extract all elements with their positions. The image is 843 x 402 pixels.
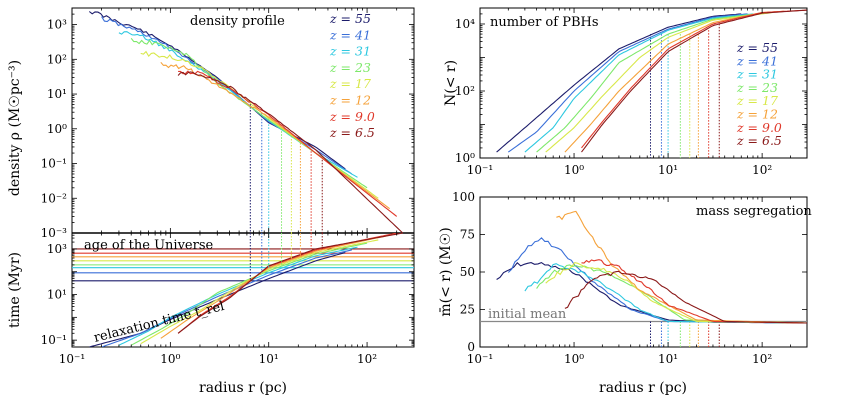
x-tick-label: 10¹ [259,352,279,366]
legend-entry: z = 41 [736,53,778,68]
legend-entry: z = 23 [736,80,778,95]
y-tick-label: 10² [47,52,67,66]
mass-series-line [536,264,807,324]
y-tick-label: 10⁴ [455,17,475,31]
density-series-line [177,71,404,233]
legend-entry: z = 6.5 [329,125,375,140]
x-tick-label: 10¹ [658,163,678,177]
number-series-line [536,12,763,153]
number-series-line [524,13,754,153]
mass-series-line [524,263,807,324]
initial-mean-annotation: initial mean [488,307,567,322]
legend-entry: z = 12 [736,107,778,122]
legend-entry: z = 9.0 [329,109,375,124]
legend-entry: z = 31 [736,67,778,82]
number-ylabel: N(< r) [443,60,459,106]
relax-annotation: relaxation time t_rel [92,299,226,346]
y-tick-label: 10³ [47,242,67,256]
right-xlabel: radius r (pc) [599,380,687,396]
mass-series-line [581,259,807,324]
legend-entry: z = 12 [329,93,371,108]
x-tick-label: 10⁰ [160,352,180,366]
mass-series-line [564,270,807,324]
number-frame [479,7,808,159]
legend-entry: z = 55 [736,40,778,55]
y-tick-label: 10² [455,84,475,98]
number-series-line [581,9,807,149]
y-tick-label: 50 [460,265,475,279]
legend-entry: z = 41 [329,27,371,42]
y-tick-label: 10³ [47,18,67,32]
y-tick-label: 10⁰ [455,151,475,165]
y-tick-label: 100 [452,190,475,204]
legend-entry: z = 31 [329,44,371,59]
density-series-line [101,16,353,175]
x-tick-label: 10⁻¹ [467,163,493,177]
y-tick-label: 10⁰ [47,122,67,136]
left-xlabel: radius r (pc) [199,380,287,396]
x-tick-label: 10⁻¹ [59,352,85,366]
y-tick-label: 10⁻¹ [41,157,67,171]
density-series-line [160,61,391,210]
age-annotation: age of the Universe [84,238,214,253]
mass-series-line [556,210,807,324]
x-tick-label: 10⁰ [564,352,584,366]
legend-entry: z = 6.5 [736,133,782,148]
density-series-line [178,70,398,217]
x-tick-label: 10⁻¹ [467,352,493,366]
y-tick-label: 75 [460,228,475,242]
density-legend: z = 55z = 41z = 31z = 23z = 17z = 12z = … [329,11,375,140]
legend-entry: z = 9.0 [736,120,782,135]
number-legend: z = 55z = 41z = 31z = 23z = 17z = 12z = … [736,40,782,148]
number-series-line [581,9,807,153]
number-series-line [507,13,748,153]
legend-entry: z = 17 [736,93,778,108]
density-title: density profile [190,14,285,29]
x-tick-label: 10² [357,352,377,366]
y-tick-label: 10⁻¹ [41,333,67,347]
y-tick-label: 10¹ [47,87,67,101]
mass-frame [479,196,808,348]
y-tick-label: 10¹ [47,288,67,302]
x-tick-label: 10² [752,352,772,366]
relaxation-series-line [177,233,403,334]
time-ylabel: time (Myr) [7,252,23,328]
number-series-line [496,13,742,153]
y-tick-label: 0 [467,340,475,354]
x-tick-label: 10¹ [658,352,678,366]
y-tick-label: 25 [460,303,475,317]
number-series-line [545,11,773,153]
number-title: number of PBHs [490,15,599,30]
density-ylabel: density ρ (M☉pc⁻³) [7,60,23,196]
mass-ylabel: m̄(< r) (M☉) [438,227,454,316]
legend-entry: z = 55 [329,11,371,26]
mass-title: mass segregation [696,204,812,219]
relaxation-series-line [130,242,368,346]
x-tick-label: 10² [752,163,772,177]
y-tick-label: 10⁻² [41,191,68,205]
legend-entry: z = 17 [329,76,371,91]
relaxation-series-line [160,234,390,339]
x-tick-label: 10⁰ [564,163,584,177]
legend-entry: z = 23 [329,60,371,75]
y-tick-label: 10⁻³ [41,226,68,240]
